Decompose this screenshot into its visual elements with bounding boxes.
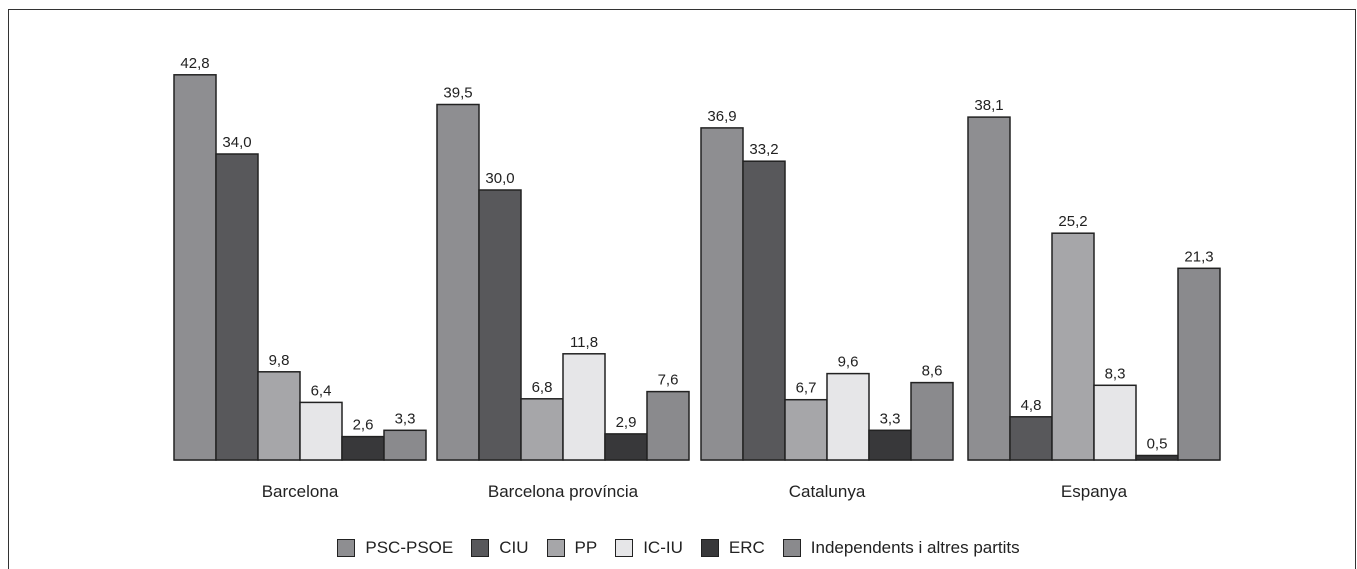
bar bbox=[383, 429, 427, 461]
data-label: 11,8 bbox=[570, 334, 598, 351]
data-label: 21,3 bbox=[1184, 248, 1213, 265]
legend-swatch bbox=[337, 539, 356, 557]
data-label: 9,8 bbox=[269, 352, 290, 369]
bar bbox=[341, 435, 385, 461]
legend-item: PP bbox=[546, 538, 598, 558]
bar bbox=[257, 371, 301, 461]
data-label: 9,6 bbox=[838, 354, 859, 371]
bar bbox=[910, 381, 954, 461]
bar bbox=[700, 127, 744, 461]
bar bbox=[1135, 454, 1179, 461]
bar bbox=[478, 189, 522, 461]
bar bbox=[1051, 232, 1095, 461]
data-label: 2,9 bbox=[616, 414, 637, 431]
bar bbox=[299, 401, 343, 461]
legend-label: PSC-PSOE bbox=[365, 538, 454, 557]
legend-swatch bbox=[615, 539, 634, 557]
bar bbox=[1093, 384, 1137, 461]
data-label: 4,8 bbox=[1021, 397, 1042, 414]
legend-item: PSC-PSOE bbox=[337, 538, 453, 558]
legend-label: Independents i altres partits bbox=[810, 538, 1020, 557]
data-label: 3,3 bbox=[395, 410, 416, 427]
legend-swatch bbox=[471, 539, 490, 557]
data-label: 6,4 bbox=[311, 382, 332, 399]
data-label: 42,8 bbox=[180, 55, 209, 72]
bar bbox=[436, 103, 480, 461]
data-label: 30,0 bbox=[485, 170, 514, 187]
data-label: 39,5 bbox=[443, 85, 472, 102]
legend-item: Independents i altres partits bbox=[782, 538, 1020, 558]
legend-swatch bbox=[546, 539, 565, 557]
data-label: 25,2 bbox=[1058, 213, 1087, 230]
category-label: Barcelona província bbox=[488, 482, 639, 501]
chart-frame bbox=[8, 9, 1356, 569]
bar bbox=[173, 74, 217, 461]
bar bbox=[562, 353, 606, 461]
bar bbox=[1177, 267, 1221, 461]
data-label: 7,6 bbox=[658, 372, 679, 389]
data-label: 34,0 bbox=[222, 134, 251, 151]
category-label: Catalunya bbox=[789, 482, 866, 501]
data-label: 6,8 bbox=[532, 379, 553, 396]
bar bbox=[604, 433, 648, 461]
legend-swatch bbox=[782, 539, 801, 557]
bar bbox=[826, 372, 870, 461]
legend-item: CIU bbox=[471, 538, 529, 558]
bar bbox=[868, 429, 912, 461]
bar bbox=[967, 116, 1011, 461]
data-label: 0,5 bbox=[1147, 436, 1168, 453]
data-label: 33,2 bbox=[749, 141, 778, 158]
data-label: 2,6 bbox=[353, 417, 374, 434]
legend: PSC-PSOE CIU PP IC-IU ERC Independents i altr… bbox=[0, 538, 1357, 558]
data-label: 36,9 bbox=[707, 108, 736, 125]
data-label: 8,6 bbox=[922, 363, 943, 380]
bar bbox=[1009, 416, 1053, 461]
bar bbox=[742, 160, 786, 461]
legend-item: IC-IU bbox=[615, 538, 683, 558]
legend-label: ERC bbox=[728, 538, 765, 557]
bar bbox=[646, 390, 690, 461]
bar bbox=[784, 398, 828, 461]
data-label: 38,1 bbox=[974, 97, 1003, 114]
legend-swatch bbox=[700, 539, 719, 557]
category-label: Espanya bbox=[1061, 482, 1128, 501]
data-label: 6,7 bbox=[796, 380, 817, 397]
legend-label: PP bbox=[574, 538, 598, 557]
legend-label: CIU bbox=[499, 538, 529, 557]
data-label: 8,3 bbox=[1105, 365, 1126, 382]
legend-label: IC-IU bbox=[643, 538, 683, 557]
data-label: 3,3 bbox=[880, 410, 901, 427]
bar bbox=[520, 398, 564, 461]
category-label: Barcelona bbox=[262, 482, 339, 501]
legend-item: ERC bbox=[700, 538, 765, 558]
bar bbox=[215, 153, 259, 461]
